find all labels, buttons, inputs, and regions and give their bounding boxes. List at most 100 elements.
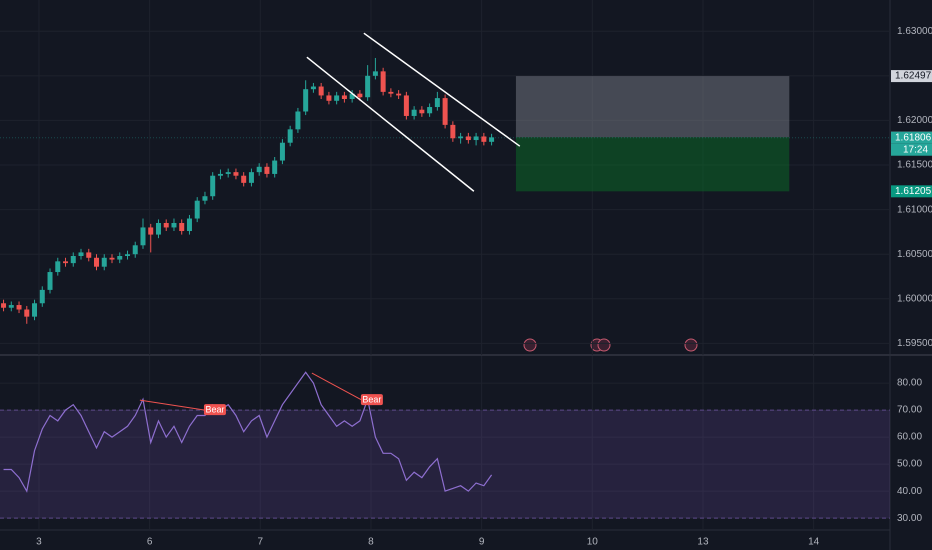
y-tick-label: 1.61000	[897, 204, 932, 215]
candle-body	[132, 245, 138, 255]
candle-body	[171, 222, 177, 228]
y-tick-label: 1.59500	[897, 338, 932, 349]
candle-body	[101, 257, 107, 267]
candle-body	[248, 172, 254, 183]
x-tick-label: 14	[808, 537, 820, 548]
candle-body	[310, 86, 316, 90]
candle-body	[403, 95, 409, 116]
candle-body	[481, 136, 487, 142]
candle-body	[256, 166, 262, 173]
candle-body	[489, 137, 495, 142]
candle-body	[380, 71, 386, 92]
candle-body	[372, 71, 378, 76]
y-tick-label: 60.00	[897, 432, 922, 443]
candle-body	[16, 305, 22, 310]
x-tick-label: 7	[258, 537, 264, 548]
y-tick-label: 40.00	[897, 486, 922, 497]
candle-body	[349, 93, 355, 100]
y-tick-label: 1.60000	[897, 293, 932, 304]
candle-body	[78, 252, 84, 256]
price-tag	[891, 131, 932, 144]
price-tag-label: 1.61806	[895, 132, 932, 143]
price-tag	[891, 70, 932, 83]
candle-body	[241, 175, 247, 183]
candle-body	[8, 305, 14, 308]
price-tag	[891, 185, 932, 198]
candle-body	[465, 136, 471, 141]
y-tick-label: 30.00	[897, 513, 922, 524]
stop-zone	[515, 76, 790, 138]
target-zone	[515, 137, 790, 192]
x-tick-label: 10	[587, 537, 599, 548]
candle-body	[217, 173, 223, 176]
event-icon[interactable]	[597, 338, 611, 352]
y-tick-label: 1.61500	[897, 160, 932, 171]
y-tick-label: 1.62000	[897, 115, 932, 126]
candle-body	[202, 196, 208, 201]
event-icon[interactable]	[523, 338, 537, 352]
divergence-tag	[360, 394, 383, 406]
candle-body	[117, 255, 123, 260]
candle-body	[434, 98, 440, 108]
candle-body	[458, 136, 464, 139]
candle-body	[396, 93, 402, 96]
candle-body	[287, 129, 293, 143]
candle-body	[233, 172, 239, 176]
candle-body	[1, 303, 7, 308]
candle-body	[24, 309, 30, 317]
countdown-tag	[891, 143, 932, 156]
candle-body	[179, 222, 185, 232]
price-tag-label: 1.61205	[895, 186, 932, 197]
event-icons	[523, 338, 698, 352]
event-icon[interactable]	[684, 338, 698, 352]
candle-body	[264, 166, 270, 174]
y-tick-label: 50.00	[897, 459, 922, 470]
channel-line	[306, 56, 475, 192]
candle-body	[86, 252, 92, 258]
divergence-line	[139, 399, 206, 411]
candle-body	[295, 111, 301, 130]
candle-body	[388, 91, 394, 94]
candle-body	[279, 142, 285, 161]
candle-body	[419, 109, 425, 114]
candle-body	[442, 98, 448, 125]
candle-body	[63, 261, 69, 264]
divergence-tag	[203, 404, 226, 416]
candle-body	[326, 95, 332, 101]
y-tick-label: 1.60500	[897, 249, 932, 260]
rsi-line	[3, 371, 493, 493]
candle-body	[225, 172, 231, 174]
candle-body	[272, 160, 278, 174]
candle-body	[334, 95, 340, 101]
x-tick-label: 13	[697, 537, 709, 548]
price-tag-label: 1.62497	[895, 71, 932, 82]
candle-body	[47, 272, 53, 290]
candle-body	[39, 289, 45, 304]
candle-body	[473, 136, 479, 141]
y-tick-label: 70.00	[897, 405, 922, 416]
candle-body	[140, 227, 146, 246]
candle-body	[194, 200, 200, 219]
candle-body	[94, 257, 100, 267]
candle-body	[357, 93, 363, 98]
divergence-line	[311, 372, 363, 401]
rsi-band	[0, 410, 890, 519]
x-tick-label: 3	[36, 537, 42, 548]
candle-body	[341, 95, 347, 100]
candle-body	[55, 261, 61, 273]
candle-body	[32, 303, 38, 317]
y-tick-label: 1.63000	[897, 26, 932, 37]
candle-body	[411, 109, 417, 116]
candle-body	[109, 257, 115, 260]
candle-body	[148, 227, 154, 235]
x-tick-label: 8	[368, 537, 374, 548]
candle-body	[155, 222, 161, 235]
countdown-label: 17:24	[903, 144, 928, 155]
y-tick-label: 80.00	[897, 378, 922, 389]
candle-body	[365, 75, 371, 98]
candle-body	[427, 107, 433, 114]
x-tick-label: 9	[479, 537, 485, 548]
x-tick-label: 6	[147, 537, 153, 548]
